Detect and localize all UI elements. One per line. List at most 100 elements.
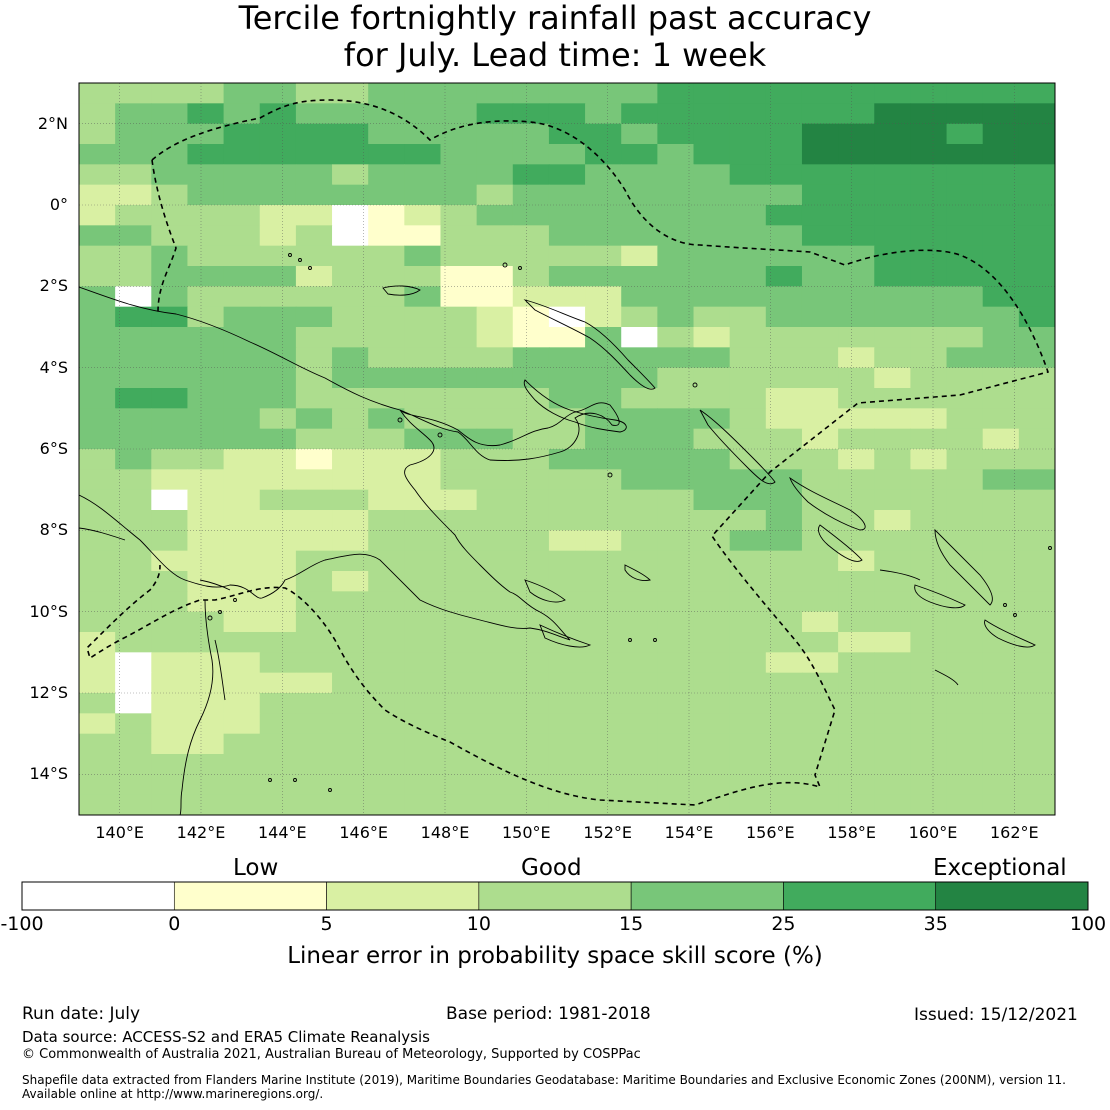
skill-cell bbox=[368, 510, 405, 531]
skill-cell bbox=[440, 774, 478, 796]
skill-cell bbox=[765, 591, 803, 613]
skill-cell bbox=[476, 428, 514, 450]
skill-cell bbox=[801, 693, 839, 714]
skill-cell bbox=[332, 571, 369, 592]
skill-cell bbox=[295, 713, 333, 735]
skill-cell bbox=[259, 266, 297, 287]
skill-cell bbox=[368, 632, 405, 653]
skill-cell bbox=[151, 83, 189, 104]
skill-cell bbox=[476, 632, 514, 653]
skill-cell bbox=[79, 388, 116, 409]
skill-cell bbox=[874, 672, 912, 694]
skill-cell bbox=[115, 83, 152, 104]
skill-cell bbox=[115, 286, 152, 308]
skill-cell bbox=[79, 306, 116, 328]
skill-cell bbox=[223, 550, 261, 572]
skill-cell bbox=[693, 693, 731, 714]
skill-cell bbox=[765, 184, 803, 206]
skill-cell bbox=[115, 550, 152, 572]
skill-cell bbox=[946, 83, 984, 104]
skill-cell bbox=[765, 266, 803, 287]
skill-cell bbox=[1018, 103, 1055, 125]
skill-cell bbox=[332, 266, 369, 287]
skill-cell bbox=[729, 591, 767, 613]
skill-cell bbox=[838, 693, 875, 714]
skill-cell bbox=[223, 123, 261, 145]
skill-cell bbox=[368, 164, 405, 186]
skill-cell bbox=[295, 266, 333, 287]
skill-cell bbox=[512, 733, 550, 755]
skill-cell bbox=[187, 388, 225, 409]
skill-cell bbox=[548, 530, 586, 552]
skill-cell bbox=[79, 83, 116, 104]
skill-cell bbox=[982, 754, 1020, 775]
skill-cell bbox=[476, 367, 514, 389]
skill-cell bbox=[729, 489, 767, 511]
skill-cell bbox=[440, 469, 478, 491]
skill-cell bbox=[621, 754, 658, 775]
skill-cell bbox=[115, 693, 152, 714]
skill-cell bbox=[693, 591, 731, 613]
skill-cell bbox=[729, 306, 767, 328]
skill-cell bbox=[585, 530, 622, 552]
skill-cell bbox=[801, 83, 839, 104]
skill-cell bbox=[151, 489, 189, 511]
skill-cell bbox=[187, 794, 225, 815]
skill-cell bbox=[512, 794, 550, 815]
skill-cell bbox=[368, 774, 405, 796]
skill-cell bbox=[79, 489, 116, 511]
skill-cell bbox=[295, 449, 333, 470]
skill-cell bbox=[512, 205, 550, 226]
skill-cell bbox=[982, 611, 1020, 633]
skill-cell bbox=[223, 469, 261, 491]
skill-cell bbox=[404, 306, 442, 328]
skill-cell bbox=[946, 327, 984, 348]
skill-cell bbox=[223, 489, 261, 511]
colorbar-category-low: Low bbox=[233, 855, 279, 881]
latitude-tick-label: 2°N bbox=[37, 113, 68, 133]
skill-cell bbox=[368, 123, 405, 145]
skill-cell bbox=[368, 205, 405, 226]
skill-cell bbox=[187, 489, 225, 511]
skill-cell bbox=[440, 591, 478, 613]
skill-cell bbox=[79, 733, 116, 755]
skill-cell bbox=[585, 571, 622, 592]
skill-cell bbox=[151, 733, 189, 755]
skill-cell bbox=[765, 693, 803, 714]
skill-cell bbox=[910, 388, 948, 409]
skill-cell bbox=[476, 144, 514, 165]
skill-cell bbox=[512, 530, 550, 552]
skill-cell bbox=[187, 164, 225, 186]
skill-cell bbox=[404, 754, 442, 775]
skill-cell bbox=[946, 774, 984, 796]
skill-cell bbox=[512, 428, 550, 450]
skill-cell bbox=[223, 144, 261, 165]
skill-cell bbox=[693, 347, 731, 369]
skill-cell bbox=[585, 510, 622, 531]
skill-cell bbox=[368, 713, 405, 735]
skill-cell bbox=[621, 266, 658, 287]
skill-cell bbox=[440, 489, 478, 511]
skill-cell bbox=[693, 205, 731, 226]
skill-cell bbox=[295, 205, 333, 226]
skill-cell bbox=[368, 347, 405, 369]
skill-cell bbox=[404, 144, 442, 165]
skill-cell bbox=[982, 327, 1020, 348]
skill-cell bbox=[187, 530, 225, 552]
skill-cell bbox=[332, 550, 369, 572]
skill-cell bbox=[332, 713, 369, 735]
skill-cell bbox=[801, 672, 839, 694]
skill-cell bbox=[187, 347, 225, 369]
skill-cell bbox=[368, 611, 405, 633]
skill-cell bbox=[187, 550, 225, 572]
skill-cell bbox=[1018, 205, 1055, 226]
skill-cell bbox=[585, 794, 622, 815]
skill-cell bbox=[982, 632, 1020, 653]
skill-cell bbox=[946, 489, 984, 511]
skill-cell bbox=[151, 611, 189, 633]
skill-cell bbox=[982, 449, 1020, 470]
skill-cell bbox=[151, 164, 189, 186]
skill-cell bbox=[440, 184, 478, 206]
skill-cell bbox=[946, 449, 984, 470]
skill-cell bbox=[982, 713, 1020, 735]
